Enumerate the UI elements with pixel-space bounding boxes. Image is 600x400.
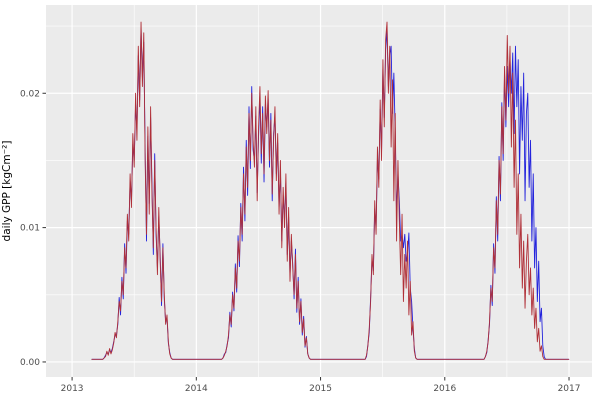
- y-tick-label: 0.00: [20, 358, 40, 368]
- y-tick-label: 0.02: [20, 89, 40, 99]
- series-lines: [91, 21, 570, 360]
- x-tick-label: 2017: [558, 384, 581, 394]
- y-tick-label: 0.01: [20, 224, 40, 234]
- series-line-gpp-observed-red: [91, 21, 570, 360]
- axis-tick-marks: [42, 92, 570, 381]
- x-tick-label: 2015: [309, 384, 332, 394]
- x-tick-label: 2014: [185, 384, 208, 394]
- x-tick-label: 2013: [61, 384, 84, 394]
- axis-tick-labels: 2013 2014 2015 2016 2017 0.00 0.01 0.02: [20, 89, 581, 394]
- grid-major: [46, 5, 592, 377]
- x-tick-label: 2016: [433, 384, 456, 394]
